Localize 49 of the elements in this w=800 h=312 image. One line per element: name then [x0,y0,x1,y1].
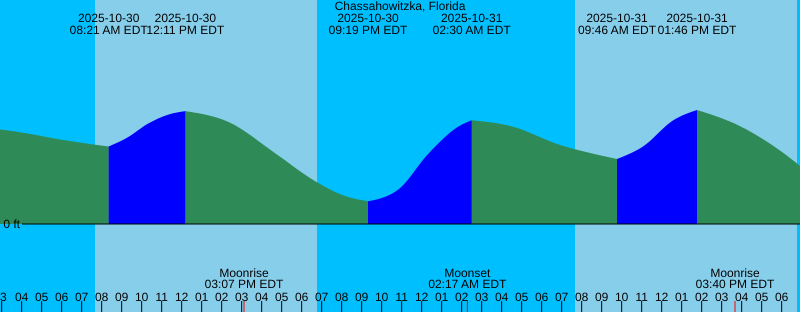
text: 2025-10-31 01:46 PM EDT [658,11,738,37]
text: 2025-10-31 02:30 AM EDT [432,11,512,37]
x-tick-label: 11 [155,290,168,304]
ref-line-label: Moonset 02:17 AM EDT [428,266,508,291]
x-tick-label: 02 [214,290,229,304]
x-tick-label: 06 [534,290,549,304]
x-tick-label: 11 [395,290,408,304]
x-tick-label: 10 [614,290,629,304]
x-tick-label: 12 [174,290,189,304]
text: 2025-10-31 09:46 AM EDT [578,11,657,37]
x-tick-label: 05 [274,290,289,304]
x-tick-label: 10 [134,290,149,304]
x-tick-label: 03 [234,290,249,304]
x-tick-label: 07 [74,290,89,304]
x-tick-label: 06 [294,290,309,304]
ref-line-label: Moonrise 03:40 PM EDT [696,266,776,291]
x-tick-label: 08 [334,290,349,304]
x-tick-label: 08 [574,290,589,304]
x-tick-label: 08 [94,290,109,304]
ref-line-label: Moonrise 03:07 PM EDT [204,266,284,291]
x-tick-label: 05 [754,290,769,304]
x-tick-label: 09 [114,290,129,304]
x-tick-label: 11 [635,290,648,304]
x-tick-label: 12 [654,290,669,304]
text: 2025-10-30 09:19 PM EDT [328,11,408,37]
text: 2025-10-30 12:11 PM EDT [146,11,225,37]
chart-title: Chassahowitzka, Florida [334,0,466,13]
x-tick-label: 01 [674,290,689,304]
x-tick-label: 3 [0,290,7,304]
x-tick-label: 09 [354,290,369,304]
x-tick-label: 06 [54,290,69,304]
x-tick-label: 05 [34,290,49,304]
x-tick-label: 07 [314,290,329,304]
x-tick-label: 12 [414,290,429,304]
x-tick-label: 03 [474,290,489,304]
x-tick-label: 01 [434,290,449,304]
x-tick-label: 10 [374,290,389,304]
x-tick-label: 02 [454,290,469,304]
x-tick-label: 09 [594,290,609,304]
x-tick-label: 04 [494,290,509,304]
x-tick-label: 04 [14,290,29,304]
x-tick-label: 07 [554,290,569,304]
x-tick-label: 04 [254,290,269,304]
x-tick-label: 03 [714,290,729,304]
x-tick-label: 02 [694,290,709,304]
x-tick-label: 05 [514,290,529,304]
x-tick-label: 06 [774,290,789,304]
x-tick-label: 04 [734,290,749,304]
x-tick-label: 01 [194,290,209,304]
